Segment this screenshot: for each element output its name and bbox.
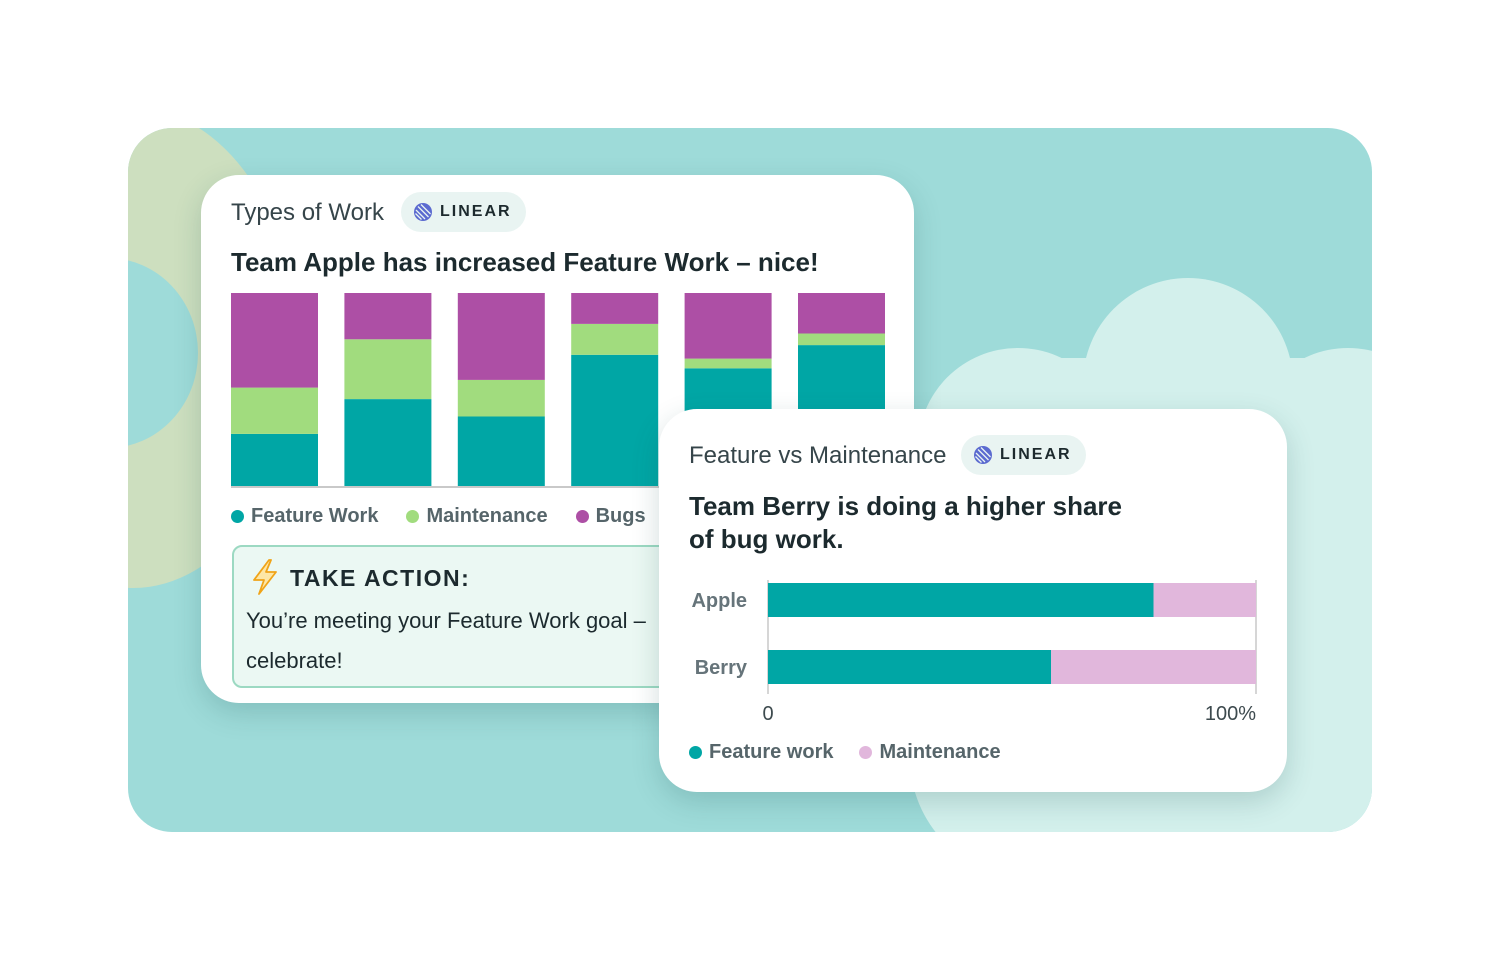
legend-item-maintenance: Maintenance (859, 741, 1001, 764)
bar-segment-maintenance (457, 379, 545, 417)
bar-segment-bugs (231, 293, 318, 388)
bar-segment-maintenance (684, 358, 772, 369)
legend-dot-maintenance (406, 510, 420, 523)
bar-segment-bugs (457, 293, 545, 380)
legend-dot-feature-work (689, 746, 702, 759)
x-tick-label-100: 100% (1205, 703, 1256, 724)
bar-segment-maintenance (344, 339, 432, 400)
bar-segment-feature-work (457, 416, 545, 486)
bar-segment-feature-work (571, 354, 659, 486)
legend-label: Feature Work (251, 505, 379, 527)
legend-label: Bugs (595, 505, 646, 527)
take-action-box: TAKE ACTION: You’re meeting your Feature… (232, 545, 702, 688)
linear-badge: LINEAR (961, 435, 1086, 475)
take-action-text: You’re meeting your Feature Work goal – … (246, 608, 646, 673)
bar-segment-maintenance (231, 387, 318, 434)
legend-label: Maintenance (426, 505, 548, 527)
bar-segment-feature-work (344, 399, 432, 486)
bar-segment-maintenance (571, 323, 659, 355)
legend-item-maintenance: Maintenance (406, 505, 548, 528)
bar-segment-maintenance (798, 333, 885, 346)
bar-segment-bugs (684, 293, 772, 359)
badge-text: LINEAR (1000, 446, 1072, 463)
bar-segment-bugs (571, 293, 659, 324)
bar-segment-bugs (798, 293, 885, 334)
legend-label: Feature work (709, 741, 834, 763)
bar-segment-feature-work (231, 433, 318, 486)
bar-segment-maintenance (1051, 650, 1256, 684)
card-headline: Team Apple has increased Feature Work – … (231, 246, 819, 279)
card-label: Types of Work (231, 199, 384, 226)
legend-item-feature-work: Feature work (689, 741, 833, 764)
badge-text: LINEAR (440, 203, 512, 220)
legend-dot-maintenance (859, 746, 873, 759)
legend-label: Maintenance (879, 741, 1001, 763)
bar-segment-bugs (344, 293, 432, 340)
headline-line-1: Team Berry is doing a higher share (689, 491, 1122, 521)
x-tick-label-0: 0 (762, 703, 773, 724)
legend-item-bugs: Bugs (575, 505, 646, 528)
feature-vs-maintenance-legend: Feature work Maintenance (689, 741, 1001, 764)
card-label: Feature vs Maintenance (689, 442, 947, 469)
bar-segment-feature-work (768, 583, 1154, 617)
headline-text: Team Apple has increased Feature Work – … (231, 247, 819, 277)
card-headline: Team Berry is doing a higher share of bu… (689, 490, 1122, 556)
linear-badge: LINEAR (401, 192, 526, 232)
linear-logo-icon (974, 446, 992, 464)
headline-line-2: of bug work. (689, 524, 844, 554)
bar-segment-maintenance (1153, 583, 1256, 617)
feature-vs-maintenance-bar-chart: Apple Berry 0 100% (691, 580, 1257, 724)
legend-dot-feature-work (231, 510, 244, 523)
feature-vs-maintenance-card: Feature vs Maintenance LINEAR Team Berry… (659, 409, 1287, 792)
category-label-berry: Berry (695, 657, 748, 679)
linear-logo-icon (414, 203, 432, 221)
legend-item-feature-work: Feature Work (231, 505, 378, 528)
legend-dot-bugs (575, 510, 589, 523)
take-action-title: TAKE ACTION: (290, 565, 471, 591)
lightning-bolt-icon (253, 559, 277, 595)
types-of-work-legend: Feature Work Maintenance Bugs (231, 505, 646, 528)
bar-segment-feature-work (768, 650, 1051, 684)
category-label-apple: Apple (691, 590, 747, 612)
